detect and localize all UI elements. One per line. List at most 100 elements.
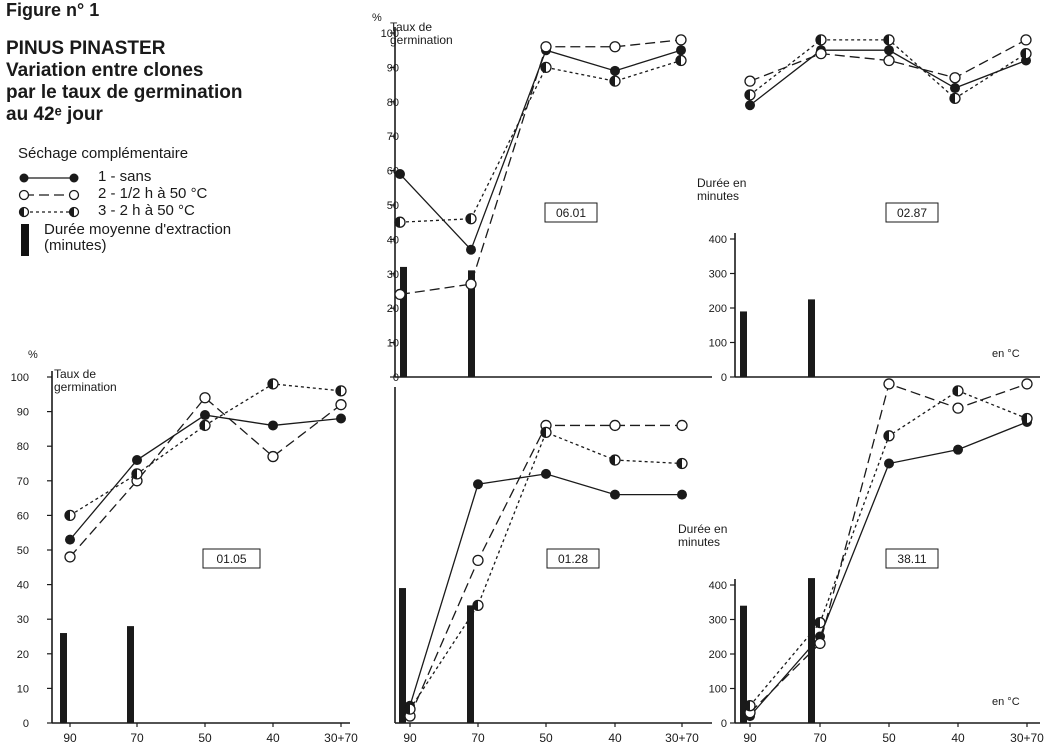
point-half	[132, 469, 142, 479]
duration-axis-title: minutes	[697, 189, 739, 203]
y-tick-label: 20	[387, 303, 399, 315]
x-tick-label: 90	[63, 731, 77, 745]
series-line-half	[400, 61, 681, 223]
y-tick-label: 60	[17, 510, 29, 522]
point-half	[541, 62, 551, 72]
y-tick-label: 0	[23, 718, 29, 730]
point-half	[884, 431, 894, 441]
series-line-filled	[410, 474, 682, 706]
x-tick-label: 50	[539, 731, 553, 745]
point-half	[405, 704, 415, 714]
duration-axis-title: Durée en	[697, 176, 746, 190]
point-half	[268, 379, 278, 389]
point-half	[200, 420, 210, 430]
duration-tick-label: 300	[709, 615, 727, 627]
point-half	[610, 76, 620, 86]
point-open	[816, 49, 826, 59]
point-filled	[745, 100, 755, 110]
point-half	[1022, 414, 1032, 424]
point-filled	[610, 66, 620, 76]
point-half	[466, 214, 476, 224]
point-half	[610, 455, 620, 465]
clone-id-label: 06.01	[556, 206, 586, 220]
point-half	[953, 386, 963, 396]
extraction-bar	[60, 633, 67, 723]
point-filled	[884, 459, 894, 469]
y-tick-label: 100	[11, 372, 29, 384]
point-half	[745, 701, 755, 711]
duration-axis-title: Durée en	[678, 522, 727, 536]
y-unit-label: %	[28, 349, 38, 361]
point-filled	[200, 410, 210, 420]
extraction-bar	[808, 299, 815, 377]
point-filled	[132, 455, 142, 465]
y-axis-title: Taux de	[54, 367, 96, 381]
point-filled	[950, 83, 960, 93]
duration-tick-label: 400	[709, 580, 727, 592]
chart-panel-38.11	[730, 379, 1040, 727]
point-filled	[336, 414, 346, 424]
y-tick-label: 20	[17, 649, 29, 661]
extraction-bar	[740, 311, 747, 377]
point-filled	[677, 490, 687, 500]
point-open	[677, 420, 687, 430]
y-axis-title: Taux de	[390, 20, 432, 34]
point-filled	[268, 420, 278, 430]
x-tick-label: 70	[471, 731, 485, 745]
x-tick-label: 90	[743, 731, 757, 745]
duration-tick-label: 200	[709, 649, 727, 661]
point-half	[541, 427, 551, 437]
point-open	[745, 76, 755, 86]
point-half	[815, 618, 825, 628]
point-half	[676, 56, 686, 66]
y-axis-title: germination	[390, 33, 453, 47]
y-tick-label: 0	[393, 372, 399, 384]
point-open	[610, 42, 620, 52]
point-open	[1021, 35, 1031, 45]
point-filled	[541, 469, 551, 479]
point-open	[200, 393, 210, 403]
x-unit-label: en °C	[992, 348, 1020, 360]
duration-axis-title: minutes	[678, 535, 720, 549]
point-filled	[676, 45, 686, 55]
point-half	[950, 93, 960, 103]
y-tick-label: 40	[387, 234, 399, 246]
y-tick-label: 90	[387, 62, 399, 74]
point-half	[1021, 49, 1031, 59]
point-open	[884, 56, 894, 66]
y-tick-label: 30	[17, 614, 29, 626]
x-tick-label: 30+70	[665, 731, 699, 745]
y-tick-label: 90	[17, 407, 29, 419]
chart-panel-01.28	[395, 387, 712, 727]
chart-panel-06.01	[390, 27, 712, 377]
point-filled	[953, 445, 963, 455]
extraction-bar	[127, 626, 134, 723]
point-open	[65, 552, 75, 562]
duration-tick-label: 100	[709, 338, 727, 350]
point-filled	[466, 245, 476, 255]
duration-tick-label: 0	[721, 372, 727, 384]
y-tick-label: 80	[387, 97, 399, 109]
y-tick-label: 70	[17, 476, 29, 488]
point-half	[816, 35, 826, 45]
point-half	[677, 459, 687, 469]
duration-tick-label: 100	[709, 684, 727, 696]
point-open	[336, 400, 346, 410]
extraction-bar	[467, 605, 474, 723]
y-tick-label: 50	[17, 545, 29, 557]
x-tick-label: 90	[403, 731, 417, 745]
series-line-filled	[70, 415, 341, 540]
point-open	[395, 289, 405, 299]
point-half	[884, 35, 894, 45]
series-line-half	[70, 384, 341, 515]
point-filled	[473, 479, 483, 489]
x-tick-label: 30+70	[1010, 731, 1044, 745]
x-tick-label: 40	[951, 731, 965, 745]
clone-id-label: 02.87	[897, 206, 927, 220]
y-tick-label: 70	[387, 131, 399, 143]
x-tick-label: 70	[813, 731, 827, 745]
duration-tick-label: 300	[709, 269, 727, 281]
x-tick-label: 30+70	[324, 731, 358, 745]
extraction-bar	[399, 588, 406, 723]
point-open	[884, 379, 894, 389]
